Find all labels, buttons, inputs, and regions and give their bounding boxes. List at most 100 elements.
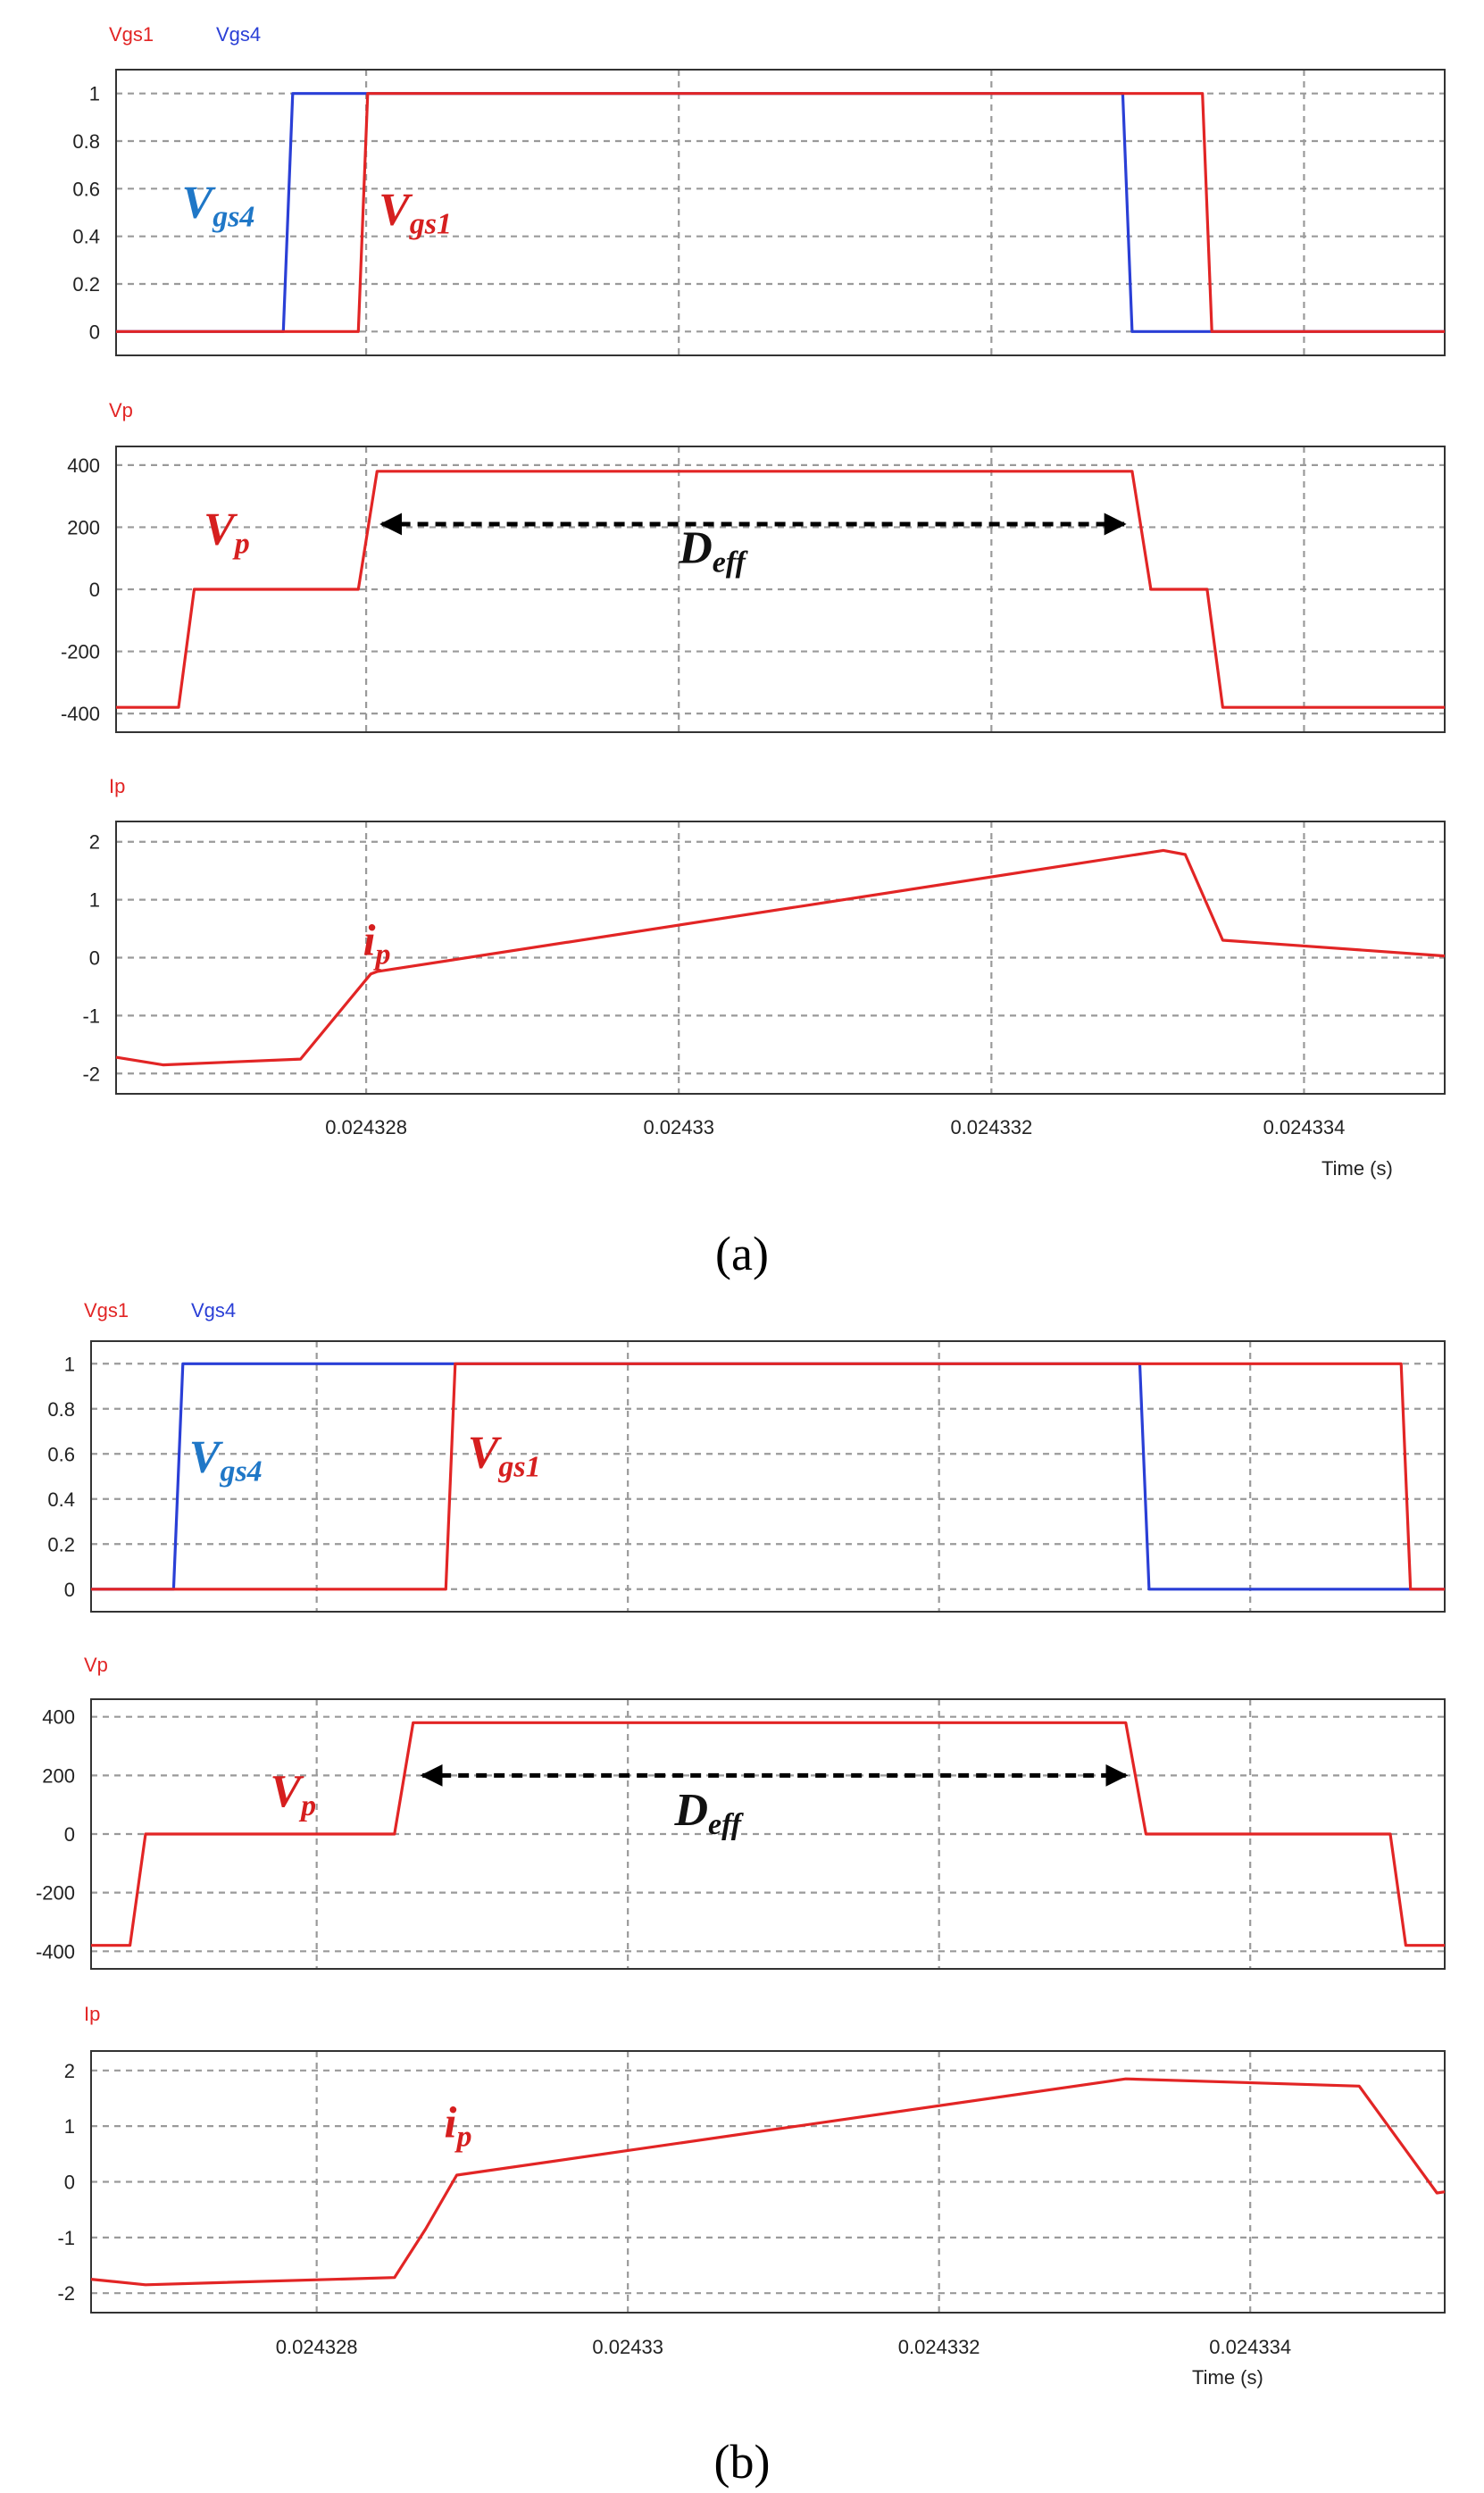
annotation-symbol: D <box>673 1785 708 1836</box>
annotation-subscript: p <box>298 1789 316 1822</box>
annotation-subscript: gs1 <box>497 1450 540 1483</box>
y-tick-label: 0 <box>89 947 100 970</box>
series-line-ip <box>115 848 1446 1067</box>
legend-vp: Vp <box>109 399 133 421</box>
annotation-symbol: i <box>445 2097 457 2147</box>
panel-ip: -2 -1 0 1 2 Ip ip <box>82 775 1446 1095</box>
annotation-subscript: eff <box>708 1808 745 1841</box>
x-tick-label: 0.024332 <box>898 2336 980 2358</box>
annotation-symbol: V <box>270 1766 304 1817</box>
y-tick-label: 0 <box>89 579 100 601</box>
y-tick-label: 400 <box>42 1706 75 1729</box>
plot-frame <box>115 821 1446 1095</box>
y-tick-label: 0.8 <box>72 130 100 153</box>
x-axis-label: Time (s) <box>1321 1157 1393 1180</box>
x-tick-label: 0.024328 <box>325 1116 407 1138</box>
y-tick-label: -1 <box>82 1005 100 1027</box>
legend-ip: Ip <box>84 2003 100 2025</box>
legend-vgs1: Vgs1 <box>109 23 154 46</box>
x-tick-label: 0.024334 <box>1263 1116 1346 1138</box>
y-tick-label: 2 <box>89 831 100 854</box>
y-tick-label: 1 <box>89 83 100 105</box>
panel-ip: -2 -1 0 1 2 Ip ip <box>57 2003 1446 2314</box>
x-tick-label: 0.024332 <box>950 1116 1032 1138</box>
y-tick-label: 1 <box>64 1353 75 1375</box>
legend-vgs1: Vgs1 <box>84 1299 129 1322</box>
annotation-symbol: V <box>189 1431 224 1482</box>
plot-frame <box>115 446 1446 733</box>
annotation-ip: ip <box>363 914 391 971</box>
y-tick-label: 200 <box>42 1764 75 1787</box>
y-tick-label: 0 <box>64 1823 75 1846</box>
x-tick-label: 0.02433 <box>592 2336 663 2358</box>
annotation-symbol: D <box>678 522 713 573</box>
annotation-subscript: eff <box>713 546 749 579</box>
plot-frame <box>90 1340 1446 1613</box>
y-tick-label: 0.4 <box>72 226 100 248</box>
annotation-subscript: gs4 <box>212 200 254 233</box>
legend-vgs4: Vgs4 <box>191 1299 236 1322</box>
series-line-vgs4 <box>116 92 1445 333</box>
y-tick-label: 200 <box>67 516 100 538</box>
annotation-symbol: V <box>182 177 217 228</box>
legend-vgs4: Vgs4 <box>216 23 261 46</box>
y-tick-label: 1 <box>89 889 100 912</box>
annotation-symbol: i <box>363 914 376 964</box>
x-axis-label: Time (s) <box>1192 2366 1263 2389</box>
series-line-vp <box>116 470 1445 709</box>
y-tick-label: 0.6 <box>72 178 100 200</box>
annotation-deff: Deff <box>678 522 748 579</box>
y-tick-label: -400 <box>36 1940 75 1963</box>
y-tick-label: 0 <box>64 1579 75 1601</box>
annotation-vgs1: Vgs1 <box>468 1427 541 1483</box>
annotation-vgs4: Vgs4 <box>182 177 255 233</box>
series-line-vgs1 <box>91 1362 1445 1591</box>
annotation-subscript: gs1 <box>409 207 452 240</box>
series-line-vgs1 <box>116 92 1445 333</box>
figure-caption: (a) <box>715 1227 769 1280</box>
x-tick-label: 0.024334 <box>1209 2336 1291 2358</box>
annotation-symbol: V <box>468 1427 503 1478</box>
y-tick-label: -2 <box>57 2282 75 2305</box>
series-line-vgs4 <box>91 1362 1445 1591</box>
annotation-symbol: V <box>379 184 413 235</box>
y-tick-label: -2 <box>82 1063 100 1085</box>
annotation-symbol: V <box>204 504 238 555</box>
annotation-vp: Vp <box>204 504 250 561</box>
y-tick-label: 1 <box>64 2115 75 2138</box>
y-tick-label: 0 <box>64 2172 75 2194</box>
y-tick-label: -1 <box>57 2227 75 2249</box>
y-tick-label: -400 <box>61 703 100 725</box>
y-tick-label: 0.4 <box>47 1488 75 1511</box>
annotation-deff: Deff <box>673 1785 744 1841</box>
annotation-subscript: p <box>372 938 390 971</box>
annotation-subscript: p <box>454 2121 471 2154</box>
series-line-ip <box>90 2077 1446 2287</box>
annotation-ip: ip <box>445 2097 472 2154</box>
y-tick-label: -200 <box>36 1882 75 1905</box>
legend-ip: Ip <box>109 775 125 797</box>
annotation-vp: Vp <box>270 1766 316 1822</box>
legend-vp: Vp <box>84 1654 108 1676</box>
y-tick-label: 0.2 <box>72 273 100 296</box>
plot-frame <box>90 2050 1446 2314</box>
y-tick-label: -200 <box>61 641 100 663</box>
annotation-subscript: p <box>232 528 250 561</box>
plot-frame <box>115 69 1446 356</box>
x-tick-label: 0.024328 <box>276 2336 358 2358</box>
y-tick-label: 0 <box>89 321 100 343</box>
y-tick-label: 400 <box>67 454 100 477</box>
annotation-vgs4: Vgs4 <box>189 1431 263 1488</box>
figure-caption: (b) <box>714 2435 771 2489</box>
y-tick-label: 2 <box>64 2060 75 2082</box>
y-tick-label: 0.8 <box>47 1398 75 1421</box>
plot-frame <box>90 1698 1446 1970</box>
annotation-subscript: gs4 <box>219 1455 262 1488</box>
